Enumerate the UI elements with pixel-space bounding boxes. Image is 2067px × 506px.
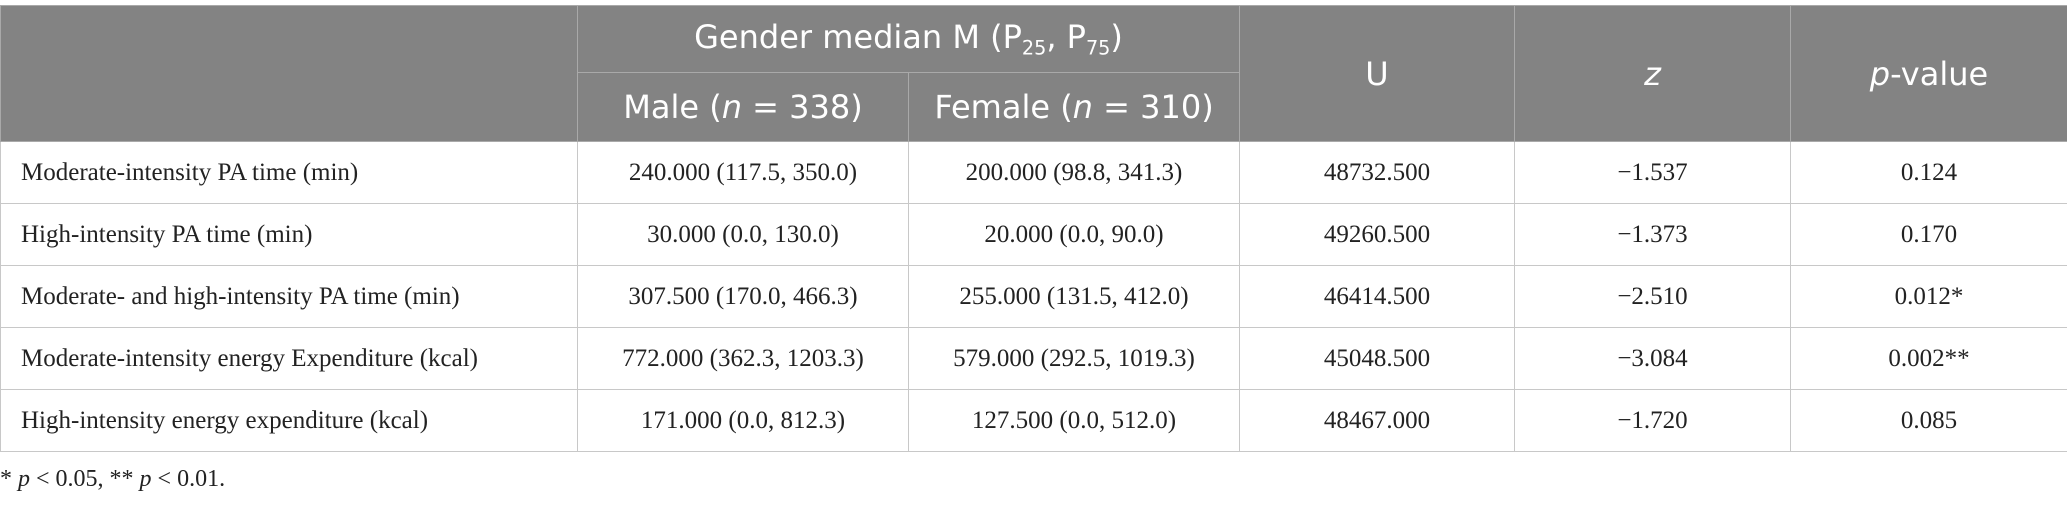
cell: 127.500 (0.0, 512.0) — [908, 389, 1240, 452]
cell: 48467.000 — [1239, 389, 1515, 452]
row-label: High-intensity energy expenditure (kcal) — [0, 389, 578, 452]
text: n — [721, 88, 742, 126]
text: Gender median M (P — [694, 18, 1022, 57]
cell: 45048.500 — [1239, 327, 1515, 390]
cell: 20.000 (0.0, 90.0) — [908, 203, 1240, 266]
header-cell: Gender median M (P25, P75) — [577, 5, 1240, 73]
cell: 0.012* — [1790, 265, 2067, 328]
cell: −1.537 — [1514, 141, 1791, 204]
cell: 0.085 — [1790, 389, 2067, 452]
text: 75 — [1085, 36, 1111, 60]
header-cell: Female (n = 310) — [908, 72, 1240, 142]
cell: −2.510 — [1514, 265, 1791, 328]
cell: −3.084 — [1514, 327, 1791, 390]
text: n — [1072, 88, 1093, 126]
header-cell: z — [1514, 5, 1791, 142]
text: z — [1644, 54, 1661, 93]
text: = 338) — [742, 88, 863, 126]
cell: 49260.500 — [1239, 203, 1515, 266]
text: * — [0, 466, 18, 492]
cell: −1.373 — [1514, 203, 1791, 266]
table-row: High-intensity energy expenditure (kcal)… — [0, 389, 2067, 452]
data-table: Gender median M (P25, P75) U z p-value M… — [0, 5, 2067, 452]
text: < 0.01. — [151, 466, 226, 492]
table-row: Moderate-intensity PA time (min) 240.000 … — [0, 141, 2067, 204]
row-label: Moderate- and high-intensity PA time (mi… — [0, 265, 578, 328]
text: Male ( — [623, 88, 722, 126]
text: , P — [1046, 18, 1086, 57]
table-row: Moderate- and high-intensity PA time (mi… — [0, 265, 2067, 328]
text: < 0.05, ** — [30, 466, 140, 492]
cell: 255.000 (131.5, 412.0) — [908, 265, 1240, 328]
cell: 30.000 (0.0, 130.0) — [577, 203, 909, 266]
header-cell: p-value — [1790, 5, 2067, 142]
text: 25 — [1021, 36, 1047, 60]
text: U — [1365, 54, 1389, 93]
cell: 772.000 (362.3, 1203.3) — [577, 327, 909, 390]
text: p — [18, 466, 30, 492]
table-row: Moderate-intensity energy Expenditure (k… — [0, 327, 2067, 390]
cell: 171.000 (0.0, 812.3) — [577, 389, 909, 452]
cell: 307.500 (170.0, 466.3) — [577, 265, 909, 328]
text: = 310) — [1092, 88, 1214, 126]
table-row: High-intensity PA time (min) 30.000 (0.0,… — [0, 203, 2067, 266]
cell: 579.000 (292.5, 1019.3) — [908, 327, 1240, 390]
footnote: * p < 0.05, ** p < 0.01. — [0, 466, 225, 493]
cell: 240.000 (117.5, 350.0) — [577, 141, 909, 204]
cell: 46414.500 — [1239, 265, 1515, 328]
cell: 0.002** — [1790, 327, 2067, 390]
header-cell: Male (n = 338) — [577, 72, 909, 142]
header-cell — [0, 5, 578, 142]
text: p — [139, 466, 152, 492]
row-label: Moderate-intensity energy Expenditure (k… — [0, 327, 578, 390]
row-label: High-intensity PA time (min) — [0, 203, 578, 266]
header-cell: U — [1239, 5, 1515, 142]
text: Female ( — [934, 88, 1073, 126]
text: p — [1869, 54, 1891, 93]
cell: 48732.500 — [1239, 141, 1515, 204]
cell: −1.720 — [1514, 389, 1791, 452]
row-label: Moderate-intensity PA time (min) — [0, 141, 578, 204]
cell: 0.170 — [1790, 203, 2067, 266]
cell: 0.124 — [1790, 141, 2067, 204]
cell: 200.000 (98.8, 341.3) — [908, 141, 1240, 204]
table-body: Moderate-intensity PA time (min) 240.000 … — [0, 141, 2067, 452]
text: ) — [1110, 18, 1123, 57]
text: -value — [1890, 54, 1989, 93]
